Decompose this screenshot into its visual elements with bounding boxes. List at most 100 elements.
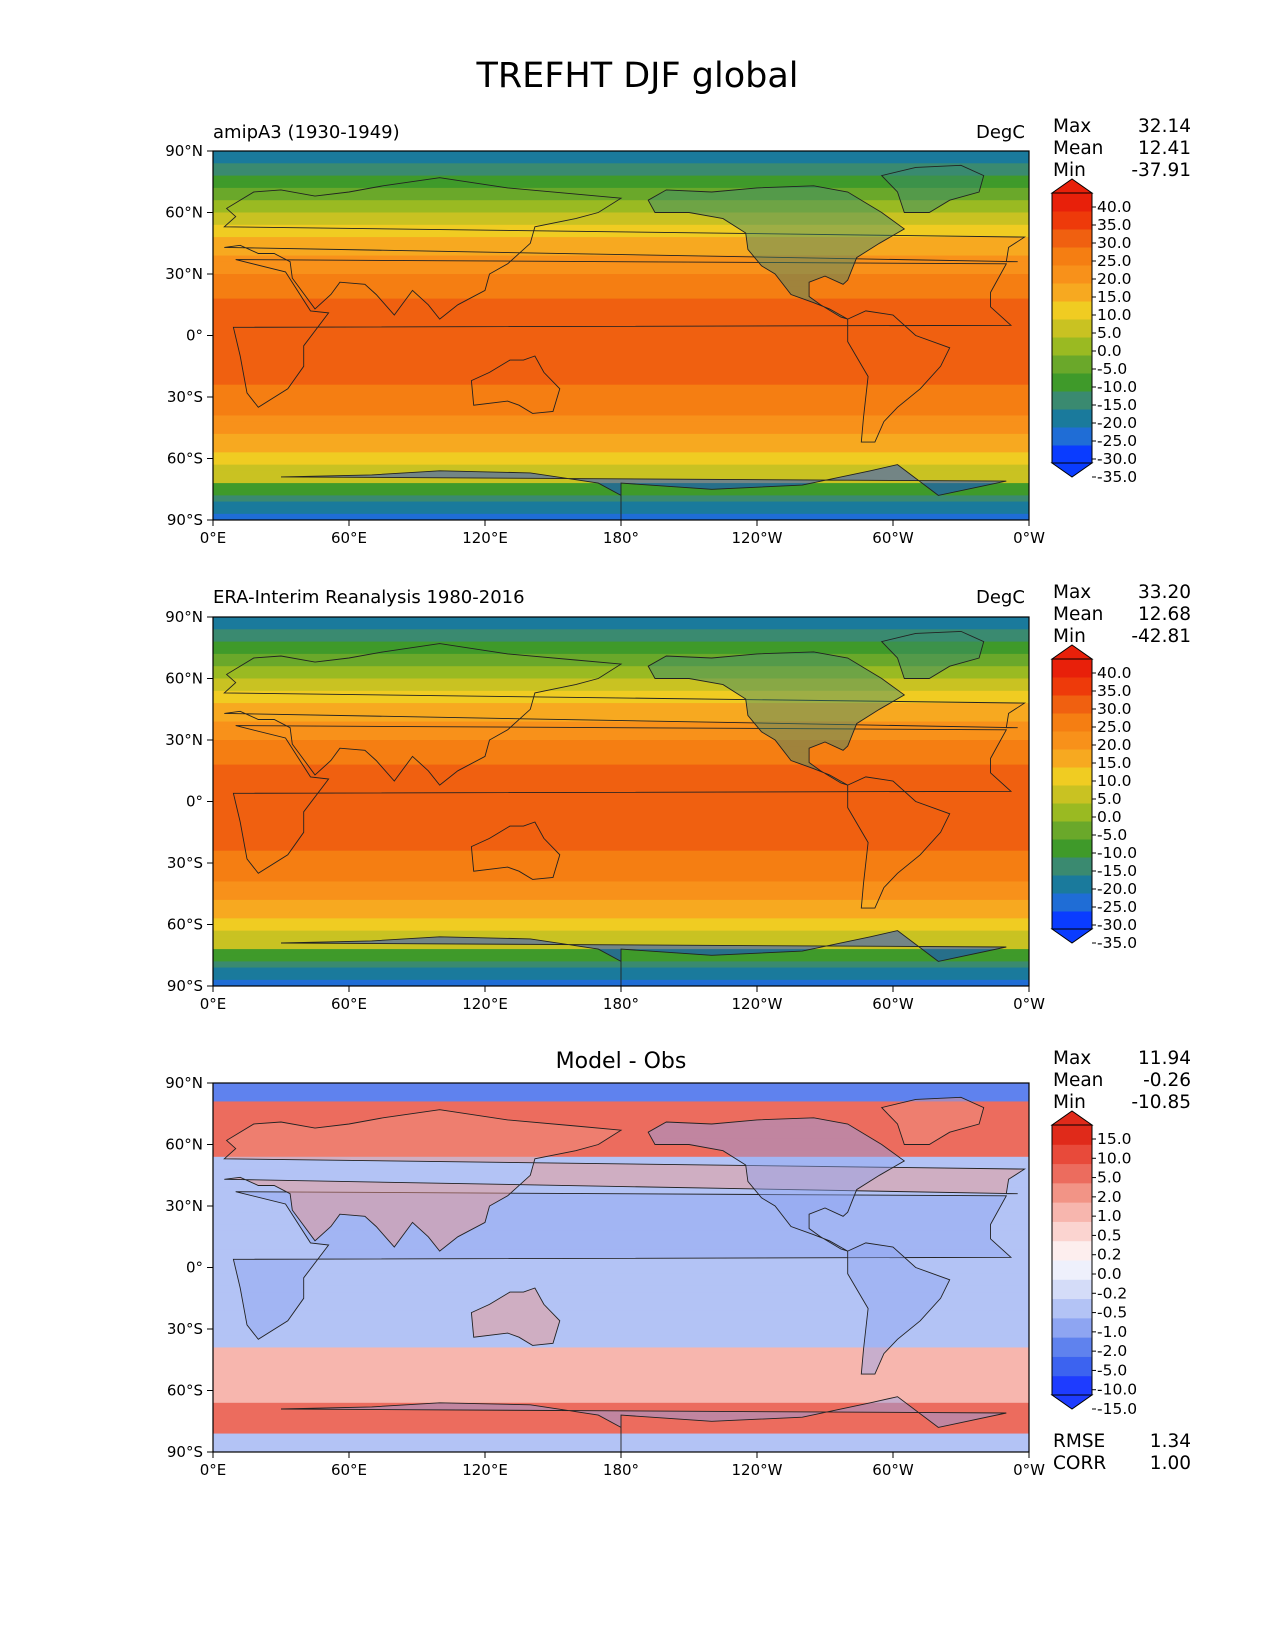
- x-tick-label: 60°W: [872, 529, 914, 547]
- colorbar-tick-label: -15.0: [1097, 396, 1137, 414]
- colorbar-tick-label: 0.5: [1097, 1226, 1122, 1244]
- colorbar-segment: [1052, 1202, 1092, 1222]
- map-band: [213, 678, 1029, 686]
- map-band: [213, 783, 1029, 791]
- x-tick-label: 120°W: [732, 1461, 783, 1479]
- map-band: [213, 237, 1029, 245]
- colorbar-tick-label: 5.0: [1097, 324, 1122, 342]
- map-band: [213, 826, 1029, 834]
- map-band: [213, 458, 1029, 466]
- map-band: [213, 1347, 1029, 1355]
- stat-label: Mean: [1053, 604, 1104, 625]
- map-band: [213, 758, 1029, 766]
- colorbar-tick-label: 35.0: [1097, 216, 1132, 234]
- map-band: [213, 703, 1029, 711]
- map-band: [213, 310, 1029, 319]
- map-band: [213, 415, 1029, 423]
- map-band: [213, 1218, 1029, 1226]
- colorbar-segment: [1052, 785, 1092, 804]
- map-band: [213, 1089, 1029, 1097]
- colorbar-frame: [1051, 192, 1093, 464]
- colorbar-tick-label: 0.0: [1097, 342, 1122, 360]
- map-panel-2: 90°N 60°N 30°N 0° 30°S 60°S 90°S0°E 60°E 120°E 18…: [165, 608, 1137, 1013]
- map-band: [213, 942, 1029, 951]
- y-tick-label: 30°N: [165, 731, 203, 749]
- map-band: [213, 807, 1029, 815]
- colorbar-tick-label: -30.0: [1097, 450, 1137, 468]
- continent-outline: [223, 643, 1026, 786]
- map-band: [213, 727, 1029, 735]
- map-band: [213, 752, 1029, 760]
- map-band: [213, 635, 1029, 643]
- map-band: [213, 936, 1029, 944]
- colorbar-segment: [1052, 1317, 1092, 1338]
- map-band: [213, 1359, 1029, 1367]
- panel-3-stats: Max 11.94 Mean -0.26 Min -10.85: [1053, 1048, 1191, 1114]
- map-band: [213, 1372, 1029, 1380]
- colorbar-min-extend: [1050, 928, 1094, 944]
- map-band: [213, 1206, 1029, 1214]
- continent-outline: [232, 1191, 1013, 1340]
- colorbar-tick-label: 20.0: [1097, 270, 1132, 288]
- map-band: [213, 335, 1029, 343]
- colorbar-segment: [1052, 283, 1092, 302]
- map-band: [213, 1083, 1029, 1091]
- map-band: [213, 1267, 1029, 1275]
- map-band: [213, 1193, 1029, 1201]
- map-band: [213, 1279, 1029, 1287]
- colorbar-tick-label: 40.0: [1097, 198, 1132, 216]
- colorbar-tick-label: -35.0: [1097, 468, 1137, 486]
- map-band: [213, 1162, 1029, 1171]
- map-panel-1: 90°N 60°N 30°N 0° 30°S 60°S 90°S0°E 60°E 120°E 18…: [165, 142, 1137, 547]
- panel-2-stats: Max 33.20 Mean 12.68 Min -42.81: [1053, 582, 1191, 648]
- map-band: [213, 1255, 1029, 1263]
- colorbar-tick-label: -10.0: [1097, 844, 1137, 862]
- map-band: [213, 353, 1029, 362]
- colorbar-segment: [1052, 1221, 1092, 1242]
- map-band: [213, 433, 1029, 442]
- map-band: [213, 372, 1029, 380]
- colorbar-segment: [1052, 767, 1092, 786]
- colorbar-tick-label: -10.0: [1097, 378, 1137, 396]
- continent-outline: [280, 464, 1007, 520]
- map-band: [213, 789, 1029, 797]
- map-band: [213, 863, 1029, 871]
- colorbar-tick-label: 25.0: [1097, 718, 1132, 736]
- map-band: [213, 918, 1029, 926]
- map-band: [213, 1249, 1029, 1257]
- map-band: [213, 617, 1029, 625]
- colorbar-2: 40.035.030.025.020.015.010.05.00.0-5.0-1…: [1050, 644, 1137, 952]
- map-band: [213, 1101, 1029, 1109]
- stat-label: Max: [1053, 1048, 1092, 1069]
- map-band: [213, 440, 1029, 448]
- stat-label: Min: [1053, 1092, 1086, 1113]
- continent-outline: [847, 310, 951, 443]
- map-band: [213, 421, 1029, 429]
- map-band: [213, 733, 1029, 741]
- continent-outline: [280, 930, 1007, 986]
- map-band: [213, 844, 1029, 852]
- map-band: [213, 801, 1029, 809]
- figure-title: TREFHT DJF global: [476, 56, 799, 96]
- continent-outline: [232, 259, 1013, 408]
- colorbar-segment: [1052, 193, 1092, 212]
- stat-value: 1.34: [1149, 1431, 1191, 1452]
- map-band: [213, 181, 1029, 189]
- x-tick-label: 180°: [603, 1461, 639, 1479]
- colorbar-tick-label: -20.0: [1097, 414, 1137, 432]
- continent-outline: [470, 1287, 561, 1346]
- colorbar-segment: [1052, 1260, 1092, 1280]
- colorbar-segment: [1052, 659, 1092, 678]
- map-band: [213, 341, 1029, 349]
- map-band: [213, 1132, 1029, 1140]
- x-tick-label: 120°W: [732, 529, 783, 547]
- x-tick-label: 60°E: [331, 995, 367, 1013]
- colorbar-segment: [1052, 1356, 1092, 1377]
- colorbar-tick-label: -35.0: [1097, 934, 1137, 952]
- map-band: [213, 169, 1029, 177]
- map-band: [213, 347, 1029, 355]
- x-tick-label: 60°E: [331, 529, 367, 547]
- colorbar-segment: [1052, 445, 1092, 464]
- map-band: [213, 1138, 1029, 1146]
- continent-outline: [223, 177, 1026, 320]
